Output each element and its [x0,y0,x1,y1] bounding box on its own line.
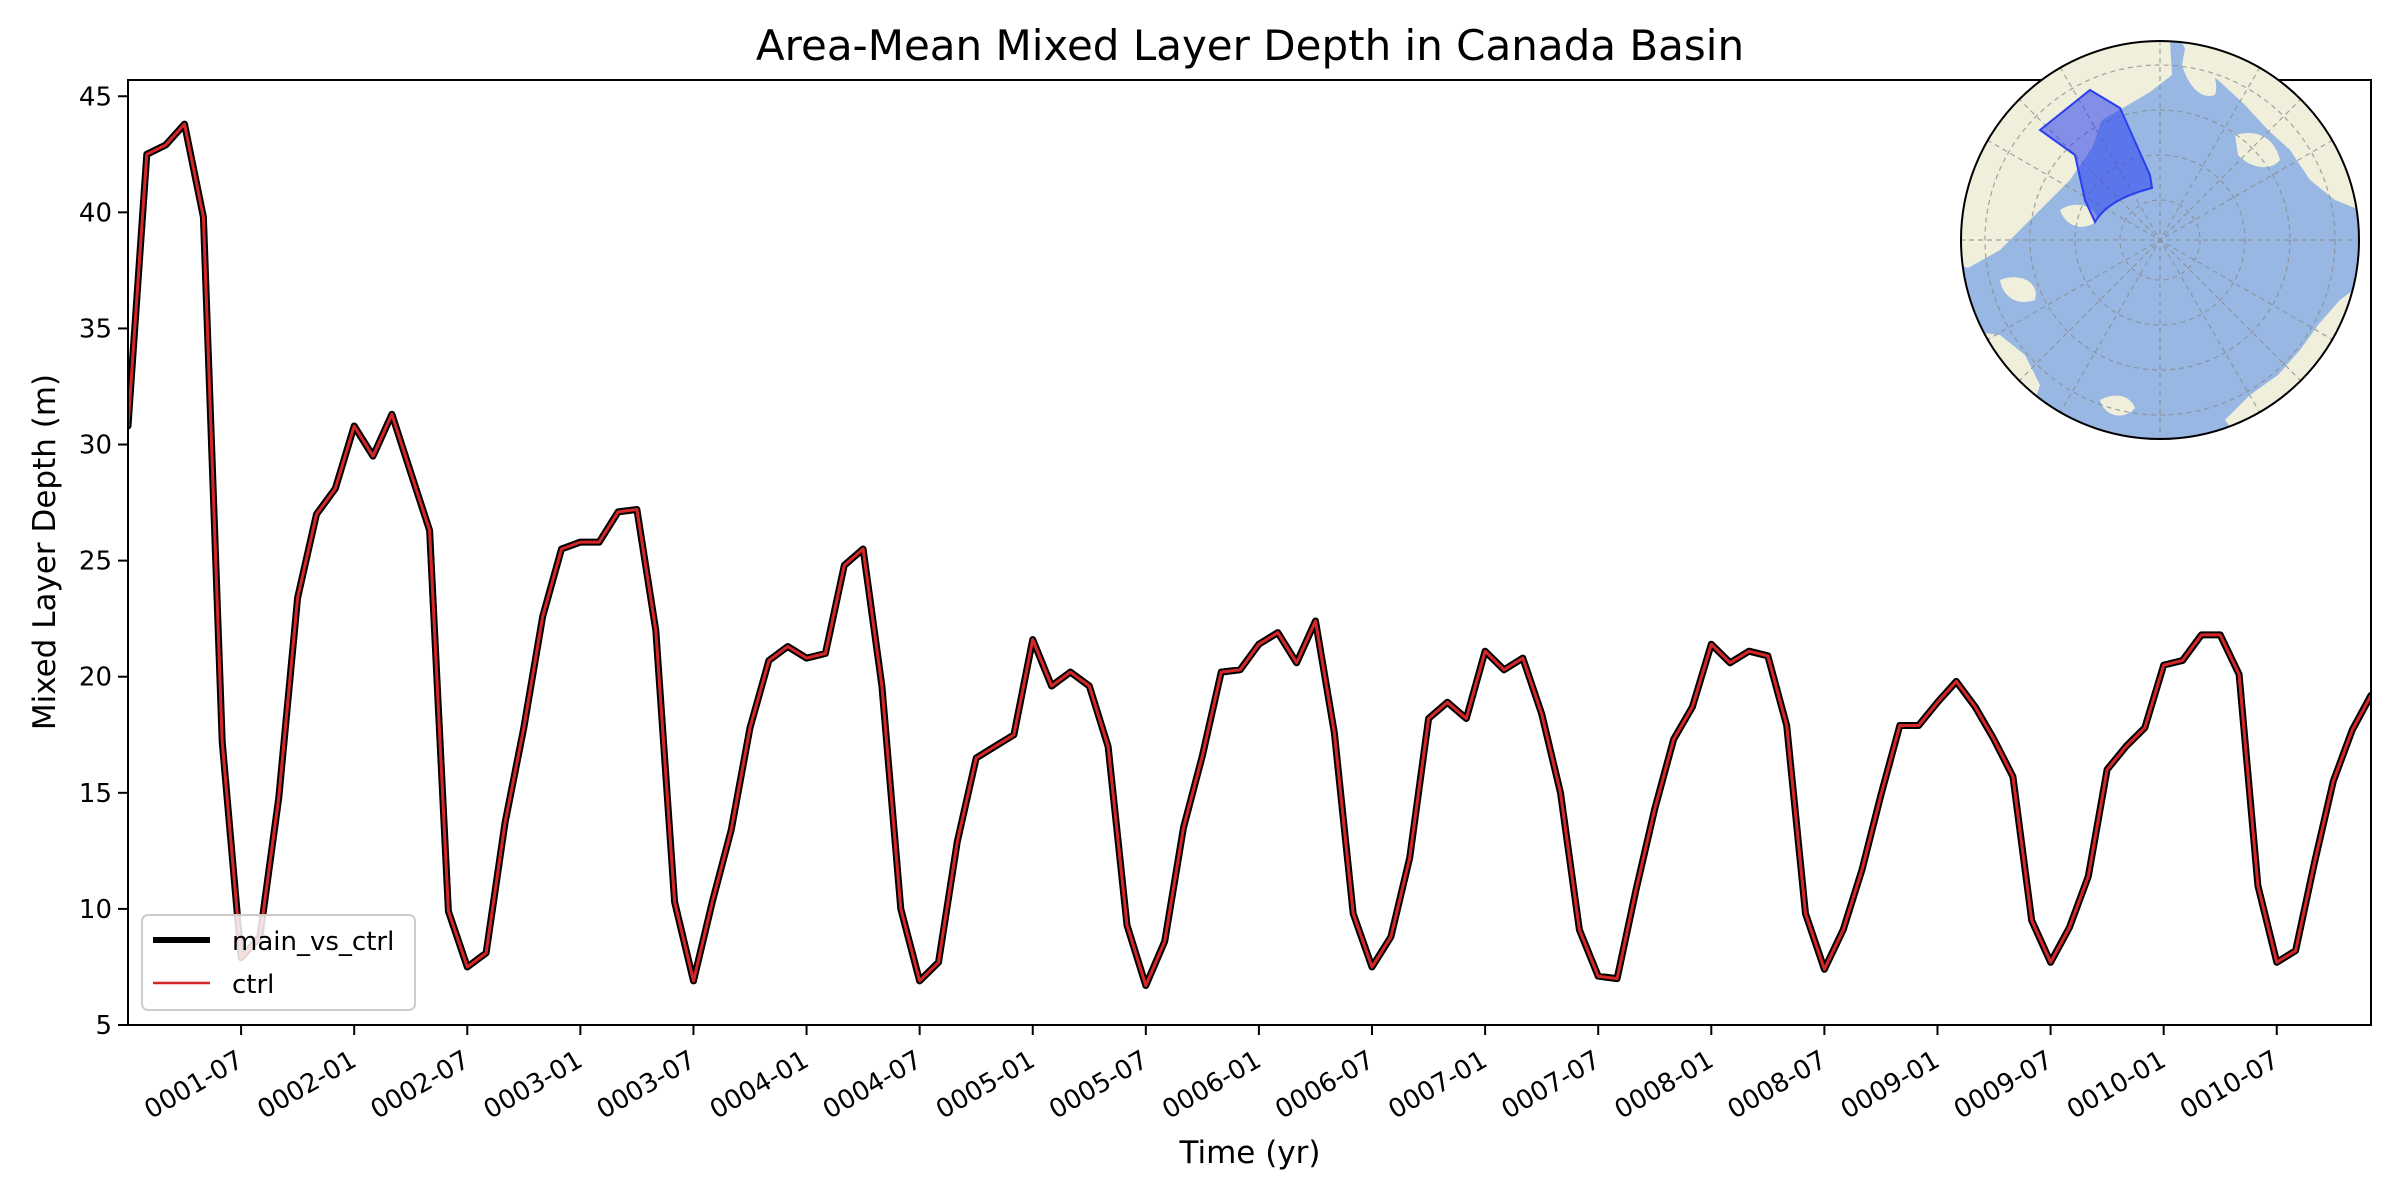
chart-title: Area-Mean Mixed Layer Depth in Canada Ba… [756,21,1744,70]
plot-lines [128,120,2371,989]
x-tick-label: 0004-01 [705,1045,814,1125]
x-tick-label: 0005-01 [931,1045,1040,1125]
x-tick-label: 0009-01 [1836,1045,1945,1125]
x-tick-label: 0003-01 [479,1045,588,1125]
y-tick-label: 30 [79,431,112,461]
y-tick-label: 40 [79,198,112,228]
plot-frame [127,79,2372,1026]
x-tick-label: 0003-07 [592,1045,701,1125]
y-tick-label: 35 [79,314,112,344]
x-tick-label: 0002-07 [366,1045,475,1125]
x-tick-label: 0005-07 [1044,1045,1153,1125]
x-tick-label: 0007-01 [1384,1045,1493,1125]
x-tick-label: 0010-01 [2062,1045,2171,1125]
legend-label-main-vs-ctrl: main_vs_ctrl [232,927,394,957]
y-tick-label: 45 [79,82,112,112]
x-tick-label: 0010-07 [2175,1045,2284,1125]
x-tick-label: 0009-07 [1949,1045,2058,1125]
map-border [1960,40,2360,440]
x-axis-label: Time (yr) [1179,1135,1321,1171]
x-tick-label: 0004-07 [818,1045,927,1125]
legend: main_vs_ctrl ctrl [141,914,416,1011]
x-tick-label: 0007-07 [1497,1045,1606,1125]
x-tick-label: 0006-01 [1157,1045,1266,1125]
y-tick-label: 15 [79,779,112,809]
y-tick-label: 5 [95,1011,112,1041]
legend-box [141,914,416,1011]
y-axis-label: Mixed Layer Depth (m) [27,374,63,730]
series-line-ctrl [128,122,2371,987]
y-tick-label: 20 [79,663,112,693]
x-axis: 0001-07 0002-01 0002-07 0003-01 0003-07 0004-… [140,1025,2284,1125]
x-tick-label: 0008-01 [1610,1045,1719,1125]
canada-basin-region [2038,88,2154,225]
y-axis: 5 10 15 20 25 30 35 40 45 [79,82,128,1041]
inset-polar-map [1960,40,2360,440]
y-tick-label: 10 [79,895,112,925]
x-tick-label: 0008-07 [1723,1045,1832,1125]
legend-label-ctrl: ctrl [232,970,274,1000]
x-tick-label: 0002-01 [253,1045,362,1125]
x-tick-label: 0006-07 [1270,1045,1379,1125]
x-tick-label: 0001-07 [140,1045,249,1125]
y-tick-label: 25 [79,547,112,577]
